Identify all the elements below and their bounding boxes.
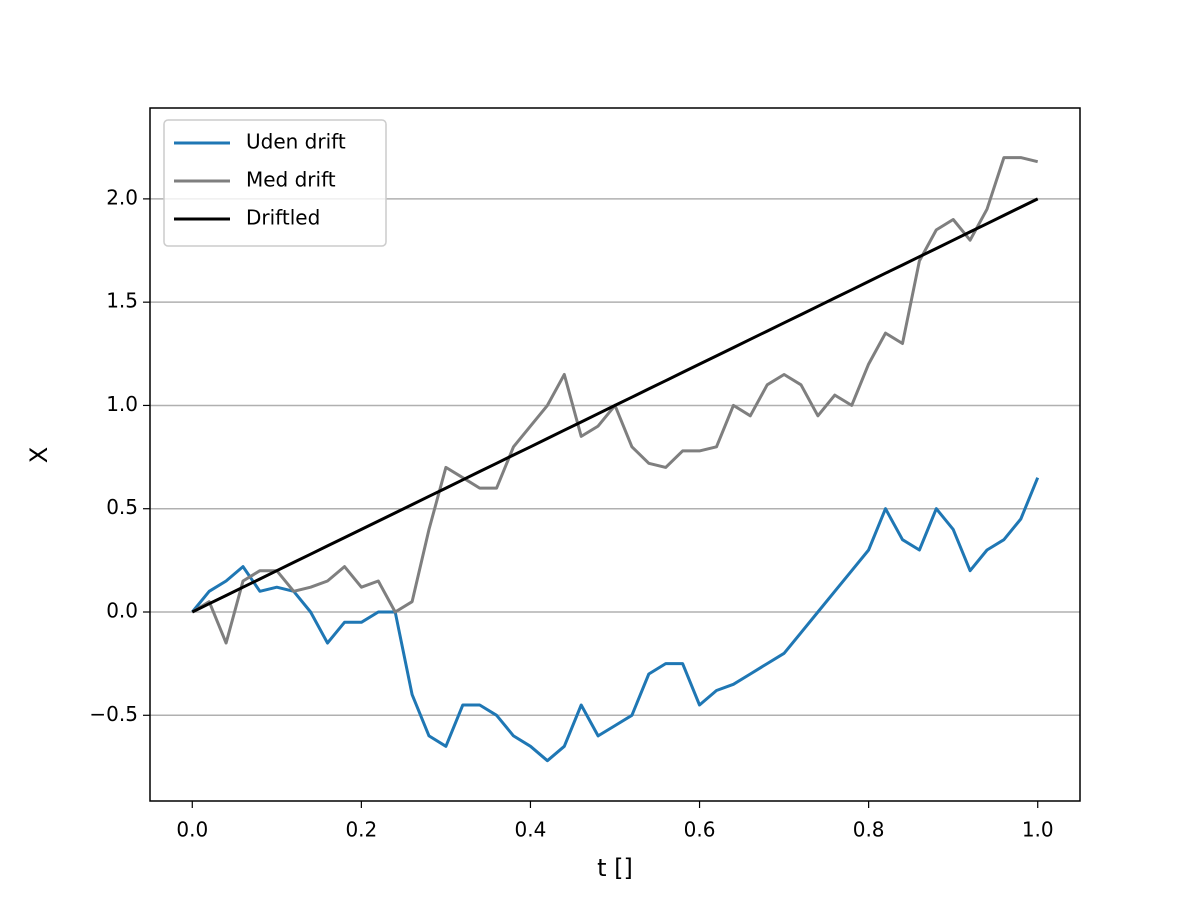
y-tick-label: 2.0 — [106, 185, 138, 209]
legend-label: Med drift — [246, 168, 336, 192]
x-tick-label: 0.0 — [176, 818, 208, 842]
x-tick-label: 0.6 — [684, 818, 716, 842]
y-tick-label: 1.0 — [106, 392, 138, 416]
series-line — [191, 477, 1040, 763]
x-tick-label: 1.0 — [1022, 818, 1054, 842]
x-tick-label: 0.2 — [345, 818, 377, 842]
axes-frame — [149, 107, 1081, 802]
x-axis-label: t [] — [597, 854, 633, 882]
x-tick-label: 0.8 — [853, 818, 885, 842]
y-tick-label: −0.5 — [89, 702, 138, 726]
y-tick-label: 0.0 — [106, 599, 138, 623]
y-axis-label: X — [25, 447, 53, 463]
legend-label: Uden drift — [246, 130, 346, 154]
y-tick-label: 0.5 — [106, 495, 138, 519]
legend-label: Driftled — [246, 206, 320, 230]
series-line — [191, 197, 1039, 614]
legend-box — [163, 119, 387, 247]
y-tick-label: 1.5 — [106, 289, 138, 313]
x-tick-label: 0.4 — [515, 818, 547, 842]
